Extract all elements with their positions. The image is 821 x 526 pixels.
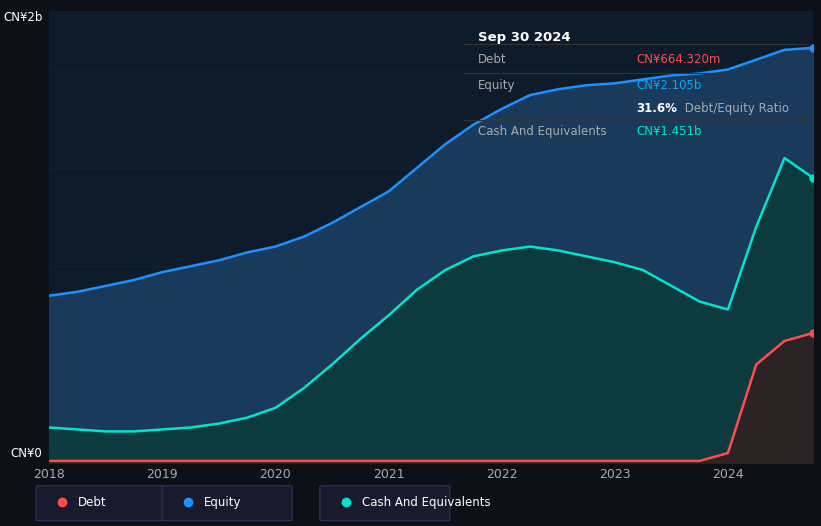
Text: Sep 30 2024: Sep 30 2024 (478, 31, 571, 44)
FancyBboxPatch shape (163, 486, 292, 521)
Text: Debt: Debt (78, 496, 107, 509)
Text: Debt: Debt (478, 53, 507, 66)
FancyBboxPatch shape (36, 486, 166, 521)
Text: CN¥664.320m: CN¥664.320m (636, 53, 721, 66)
Text: CN¥0: CN¥0 (11, 447, 43, 460)
Text: Cash And Equivalents: Cash And Equivalents (361, 496, 490, 509)
FancyBboxPatch shape (320, 486, 450, 521)
Text: Debt/Equity Ratio: Debt/Equity Ratio (681, 102, 789, 115)
Text: Equity: Equity (204, 496, 241, 509)
Text: Cash And Equivalents: Cash And Equivalents (478, 125, 606, 138)
Text: CN¥1.451b: CN¥1.451b (636, 125, 702, 138)
Text: Equity: Equity (478, 79, 515, 92)
Text: CN¥2.105b: CN¥2.105b (636, 79, 702, 92)
Text: 31.6%: 31.6% (636, 102, 677, 115)
Text: CN¥2b: CN¥2b (3, 11, 43, 24)
